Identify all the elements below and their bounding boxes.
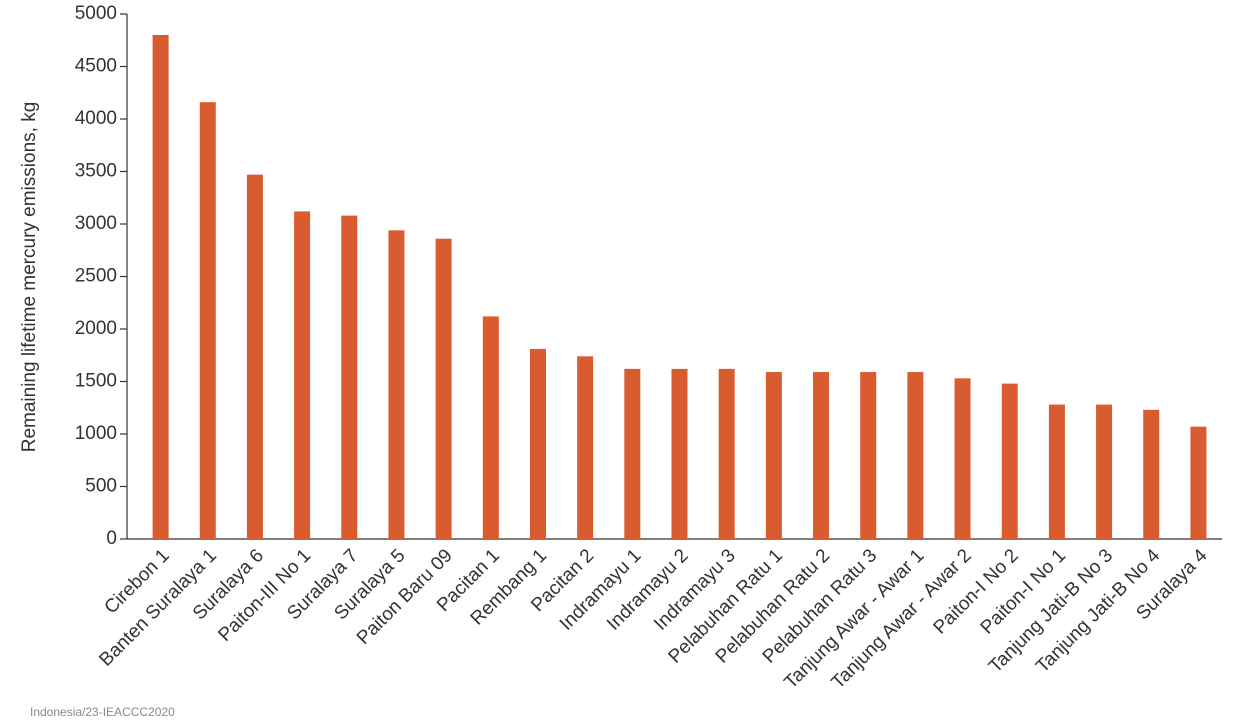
bar (718, 368, 735, 539)
bar (907, 372, 924, 539)
y-tick-label: 0 (106, 528, 117, 549)
y-tick-label: 4500 (75, 56, 117, 77)
y-tick-label: 1500 (75, 371, 117, 392)
bar (341, 215, 358, 539)
bar (954, 378, 971, 539)
bar (577, 356, 594, 539)
bar (1143, 409, 1160, 539)
y-tick-label: 3000 (75, 213, 117, 234)
bar (1096, 404, 1113, 539)
bar (671, 368, 688, 539)
y-tick-label: 500 (85, 476, 117, 497)
bar (199, 102, 216, 539)
y-tick-label: 3500 (75, 161, 117, 182)
bar (860, 372, 877, 539)
bar (294, 211, 311, 539)
bar (765, 372, 782, 539)
bar (813, 372, 830, 539)
bar (1048, 404, 1065, 539)
bar (624, 368, 641, 539)
y-tick-label: 4000 (75, 108, 117, 129)
y-tick-label: 2000 (75, 318, 117, 339)
bar (1001, 383, 1018, 539)
y-axis-label: Remaining lifetime mercury emissions, kg (19, 102, 40, 453)
y-tick-label: 5000 (75, 3, 117, 24)
bar (388, 230, 405, 540)
footer: Indonesia/23-IEACCC2020 (30, 705, 175, 719)
bar (529, 348, 546, 539)
bar (246, 174, 263, 539)
bar (1190, 426, 1207, 539)
bar (152, 35, 169, 539)
bar (482, 316, 499, 539)
y-tick-label: 1000 (75, 423, 117, 444)
y-tick-label: 2500 (75, 266, 117, 287)
bar (435, 238, 452, 539)
